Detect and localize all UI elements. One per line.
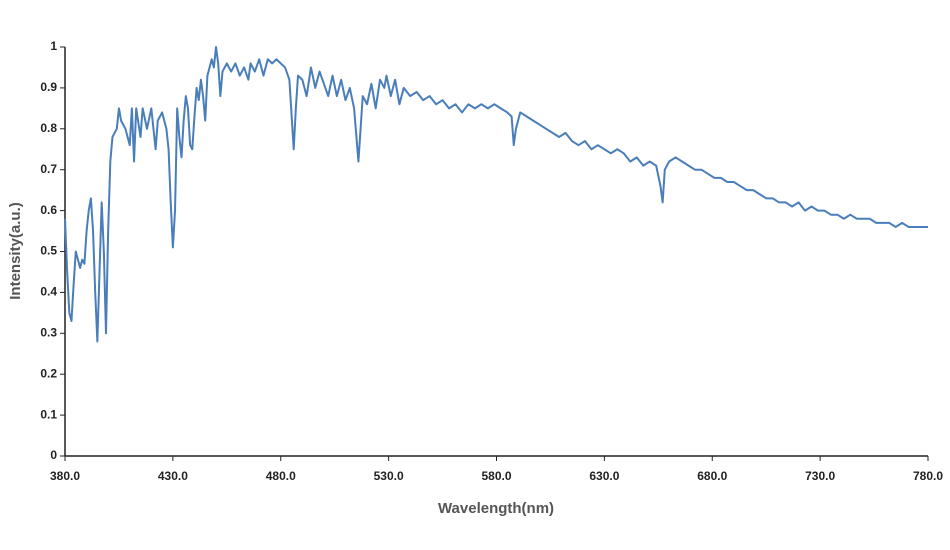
x-tick-label: 680.0 [697,469,727,483]
x-tick-label: 380.0 [50,469,80,483]
y-tick-label: 1 [50,39,57,53]
y-tick-label: 0.4 [40,285,57,299]
y-tick-label: 0.2 [40,366,57,380]
x-tick-label: 780.0 [913,469,943,483]
y-tick-label: 0.9 [40,80,57,94]
x-tick-label: 530.0 [374,469,404,483]
y-tick-label: 0.8 [40,121,57,135]
y-tick-label: 0.3 [40,325,57,339]
x-tick-label: 480.0 [266,469,296,483]
x-axis-title: Wavelength(nm) [438,500,554,517]
spectrum-line [64,46,928,343]
y-tick-label: 0.5 [40,244,57,258]
y-tick-label: 0 [50,448,57,462]
y-axis-title: Intensity(a.u.) [7,202,24,300]
x-tick-label: 730.0 [805,469,835,483]
y-tick-label: 0.6 [40,203,57,217]
y-tick-label: 0.1 [40,407,57,421]
x-tick-label: 580.0 [481,469,511,483]
x-tick-label: 430.0 [158,469,188,483]
x-tick-label: 630.0 [589,469,619,483]
y-tick-label: 0.7 [40,162,57,176]
